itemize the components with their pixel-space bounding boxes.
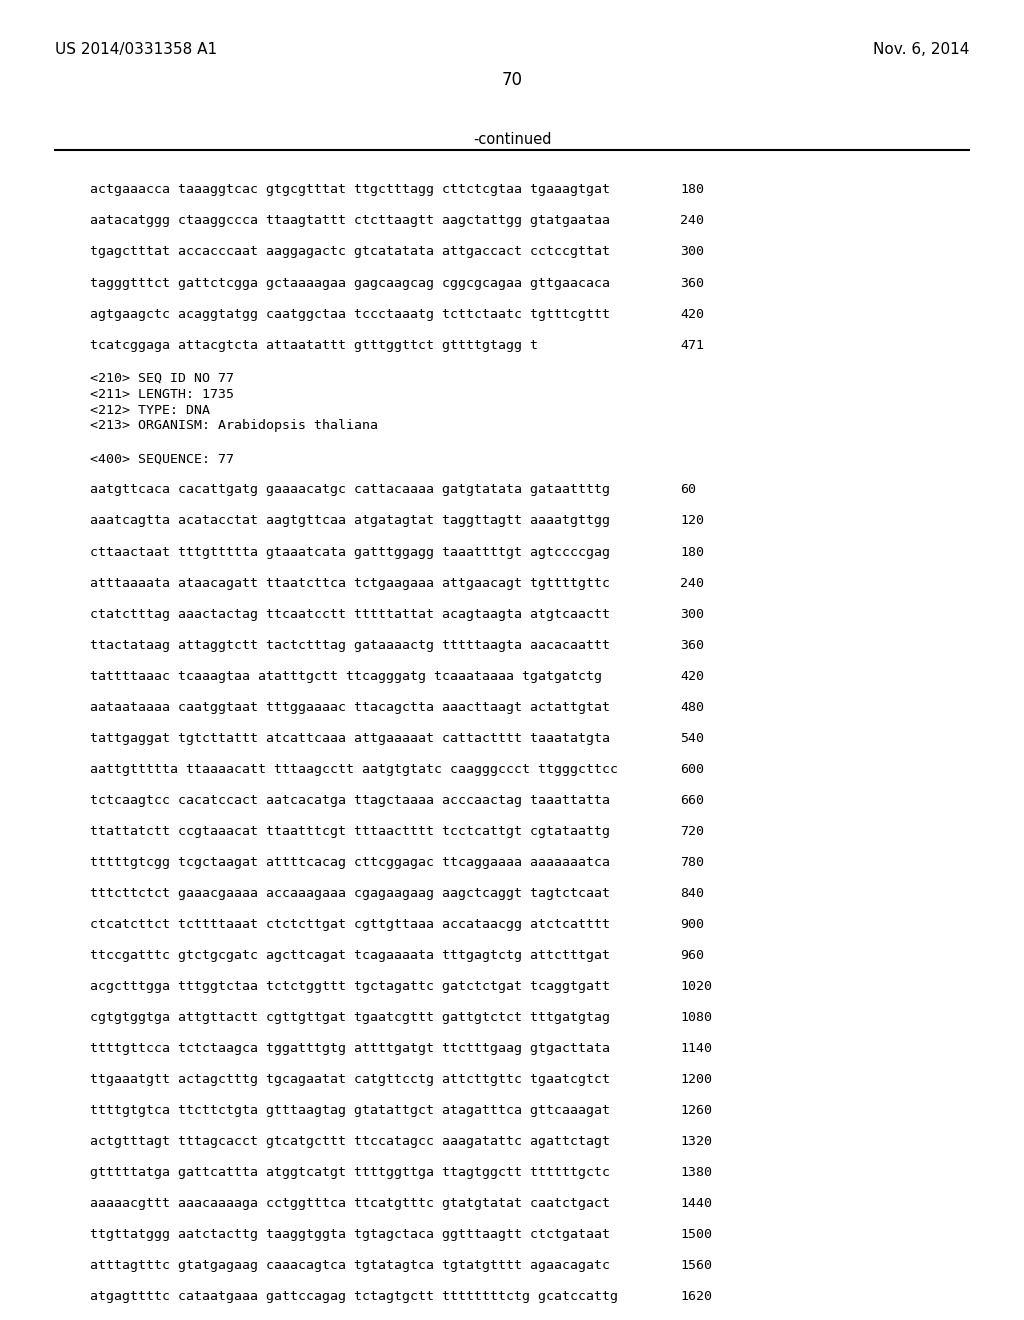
Text: aatacatggg ctaaggccca ttaagtattt ctcttaagtt aagctattgg gtatgaataa: aatacatggg ctaaggccca ttaagtattt ctcttaa… <box>90 214 610 227</box>
Text: tagggtttct gattctcgga gctaaaagaa gagcaagcag cggcgcagaa gttgaacaca: tagggtttct gattctcgga gctaaaagaa gagcaag… <box>90 276 610 289</box>
Text: ttgaaatgtt actagctttg tgcagaatat catgttcctg attcttgttc tgaatcgtct: ttgaaatgtt actagctttg tgcagaatat catgttc… <box>90 1073 610 1086</box>
Text: ttgttatggg aatctacttg taaggtggta tgtagctaca ggtttaagtt ctctgataat: ttgttatggg aatctacttg taaggtggta tgtagct… <box>90 1229 610 1241</box>
Text: atttagtttc gtatgagaag caaacagtca tgtatagtca tgtatgtttt agaacagatc: atttagtttc gtatgagaag caaacagtca tgtatag… <box>90 1259 610 1272</box>
Text: 720: 720 <box>680 825 705 838</box>
Text: atgagttttc cataatgaaa gattccagag tctagtgctt ttttttttctg gcatccattg: atgagttttc cataatgaaa gattccagag tctagtg… <box>90 1291 618 1303</box>
Text: ttactataag attaggtctt tactctttag gataaaactg tttttaagta aacacaattt: ttactataag attaggtctt tactctttag gataaaa… <box>90 639 610 652</box>
Text: tttcttctct gaaacgaaaa accaaagaaa cgagaagaag aagctcaggt tagtctcaat: tttcttctct gaaacgaaaa accaaagaaa cgagaag… <box>90 887 610 900</box>
Text: cttaactaat tttgttttta gtaaatcata gatttggagg taaattttgt agtccccgag: cttaactaat tttgttttta gtaaatcata gatttgg… <box>90 545 610 558</box>
Text: agtgaagctc acaggtatgg caatggctaa tccctaaatg tcttctaatc tgtttcgttt: agtgaagctc acaggtatgg caatggctaa tccctaa… <box>90 308 610 321</box>
Text: 660: 660 <box>680 793 705 807</box>
Text: 300: 300 <box>680 246 705 259</box>
Text: 600: 600 <box>680 763 705 776</box>
Text: actgtttagt tttagcacct gtcatgcttt ttccatagcc aaagatattc agattctagt: actgtttagt tttagcacct gtcatgcttt ttccata… <box>90 1135 610 1148</box>
Text: 780: 780 <box>680 855 705 869</box>
Text: 360: 360 <box>680 639 705 652</box>
Text: 1080: 1080 <box>680 1011 712 1024</box>
Text: atttaaaata ataacagatt ttaatcttca tctgaagaaa attgaacagt tgttttgttc: atttaaaata ataacagatt ttaatcttca tctgaag… <box>90 577 610 590</box>
Text: <213> ORGANISM: Arabidopsis thaliana: <213> ORGANISM: Arabidopsis thaliana <box>90 420 378 433</box>
Text: tctcaagtcc cacatccact aatcacatga ttagctaaaa acccaactag taaattatta: tctcaagtcc cacatccact aatcacatga ttagcta… <box>90 793 610 807</box>
Text: 180: 180 <box>680 183 705 197</box>
Text: ctcatcttct tcttttaaat ctctcttgat cgttgttaaa accataacgg atctcatttt: ctcatcttct tcttttaaat ctctcttgat cgttgtt… <box>90 917 610 931</box>
Text: tgagctttat accacccaat aaggagactc gtcatatata attgaccact cctccgttat: tgagctttat accacccaat aaggagactc gtcatat… <box>90 246 610 259</box>
Text: 540: 540 <box>680 731 705 744</box>
Text: 240: 240 <box>680 214 705 227</box>
Text: <400> SEQUENCE: 77: <400> SEQUENCE: 77 <box>90 453 234 466</box>
Text: ttttgttcca tctctaagca tggatttgtg attttgatgt ttctttgaag gtgacttata: ttttgttcca tctctaagca tggatttgtg attttga… <box>90 1043 610 1055</box>
Text: 960: 960 <box>680 949 705 962</box>
Text: tttttgtcgg tcgctaagat attttcacag cttcggagac ttcaggaaaa aaaaaaatca: tttttgtcgg tcgctaagat attttcacag cttcgga… <box>90 855 610 869</box>
Text: 420: 420 <box>680 669 705 682</box>
Text: 480: 480 <box>680 701 705 714</box>
Text: <211> LENGTH: 1735: <211> LENGTH: 1735 <box>90 388 234 400</box>
Text: 1140: 1140 <box>680 1043 712 1055</box>
Text: 360: 360 <box>680 276 705 289</box>
Text: 1500: 1500 <box>680 1229 712 1241</box>
Text: aatgttcaca cacattgatg gaaaacatgc cattacaaaa gatgtatata gataattttg: aatgttcaca cacattgatg gaaaacatgc cattaca… <box>90 483 610 496</box>
Text: gtttttatga gattcattta atggtcatgt ttttggttga ttagtggctt ttttttgctc: gtttttatga gattcattta atggtcatgt ttttggt… <box>90 1167 610 1179</box>
Text: 420: 420 <box>680 308 705 321</box>
Text: 471: 471 <box>680 339 705 351</box>
Text: 840: 840 <box>680 887 705 900</box>
Text: aaaaacgttt aaacaaaaga cctggtttca ttcatgtttc gtatgtatat caatctgact: aaaaacgttt aaacaaaaga cctggtttca ttcatgt… <box>90 1197 610 1210</box>
Text: 1560: 1560 <box>680 1259 712 1272</box>
Text: ttttgtgtca ttcttctgta gtttaagtag gtatattgct atagatttca gttcaaagat: ttttgtgtca ttcttctgta gtttaagtag gtatatt… <box>90 1105 610 1117</box>
Text: tcatcggaga attacgtcta attaatattt gtttggttct gttttgtagg t: tcatcggaga attacgtcta attaatattt gtttggt… <box>90 339 538 351</box>
Text: ttattatctt ccgtaaacat ttaatttcgt tttaactttt tcctcattgt cgtataattg: ttattatctt ccgtaaacat ttaatttcgt tttaact… <box>90 825 610 838</box>
Text: 1020: 1020 <box>680 979 712 993</box>
Text: 60: 60 <box>680 483 696 496</box>
Text: ctatctttag aaactactag ttcaatcctt tttttattat acagtaagta atgtcaactt: ctatctttag aaactactag ttcaatcctt tttttat… <box>90 607 610 620</box>
Text: aattgttttta ttaaaacatt tttaagcctt aatgtgtatc caagggccct ttgggcttcc: aattgttttta ttaaaacatt tttaagcctt aatgtg… <box>90 763 618 776</box>
Text: 300: 300 <box>680 607 705 620</box>
Text: <212> TYPE: DNA: <212> TYPE: DNA <box>90 404 210 417</box>
Text: 120: 120 <box>680 515 705 528</box>
Text: 1380: 1380 <box>680 1167 712 1179</box>
Text: 1200: 1200 <box>680 1073 712 1086</box>
Text: ttccgatttc gtctgcgatc agcttcagat tcagaaaata tttgagtctg attctttgat: ttccgatttc gtctgcgatc agcttcagat tcagaaa… <box>90 949 610 962</box>
Text: aaatcagtta acatacctat aagtgttcaa atgatagtat taggttagtt aaaatgttgg: aaatcagtta acatacctat aagtgttcaa atgatag… <box>90 515 610 528</box>
Text: tattttaaac tcaaagtaa atatttgctt ttcagggatg tcaaataaaa tgatgatctg: tattttaaac tcaaagtaa atatttgctt ttcaggga… <box>90 669 602 682</box>
Text: <210> SEQ ID NO 77: <210> SEQ ID NO 77 <box>90 371 234 384</box>
Text: aataataaaa caatggtaat tttggaaaac ttacagctta aaacttaagt actattgtat: aataataaaa caatggtaat tttggaaaac ttacagc… <box>90 701 610 714</box>
Text: 70: 70 <box>502 70 522 88</box>
Text: 1620: 1620 <box>680 1291 712 1303</box>
Text: 1440: 1440 <box>680 1197 712 1210</box>
Text: acgctttgga tttggtctaa tctctggttt tgctagattc gatctctgat tcaggtgatt: acgctttgga tttggtctaa tctctggttt tgctaga… <box>90 979 610 993</box>
Text: cgtgtggtga attgttactt cgttgttgat tgaatcgttt gattgtctct tttgatgtag: cgtgtggtga attgttactt cgttgttgat tgaatcg… <box>90 1011 610 1024</box>
Text: 240: 240 <box>680 577 705 590</box>
Text: tattgaggat tgtcttattt atcattcaaa attgaaaaat cattactttt taaatatgta: tattgaggat tgtcttattt atcattcaaa attgaaa… <box>90 731 610 744</box>
Text: -continued: -continued <box>473 132 551 147</box>
Text: 1320: 1320 <box>680 1135 712 1148</box>
Text: 180: 180 <box>680 545 705 558</box>
Text: 1260: 1260 <box>680 1105 712 1117</box>
Text: Nov. 6, 2014: Nov. 6, 2014 <box>872 42 969 57</box>
Text: 900: 900 <box>680 917 705 931</box>
Text: US 2014/0331358 A1: US 2014/0331358 A1 <box>55 42 217 57</box>
Text: actgaaacca taaaggtcac gtgcgtttat ttgctttagg cttctcgtaa tgaaagtgat: actgaaacca taaaggtcac gtgcgtttat ttgcttt… <box>90 183 610 197</box>
